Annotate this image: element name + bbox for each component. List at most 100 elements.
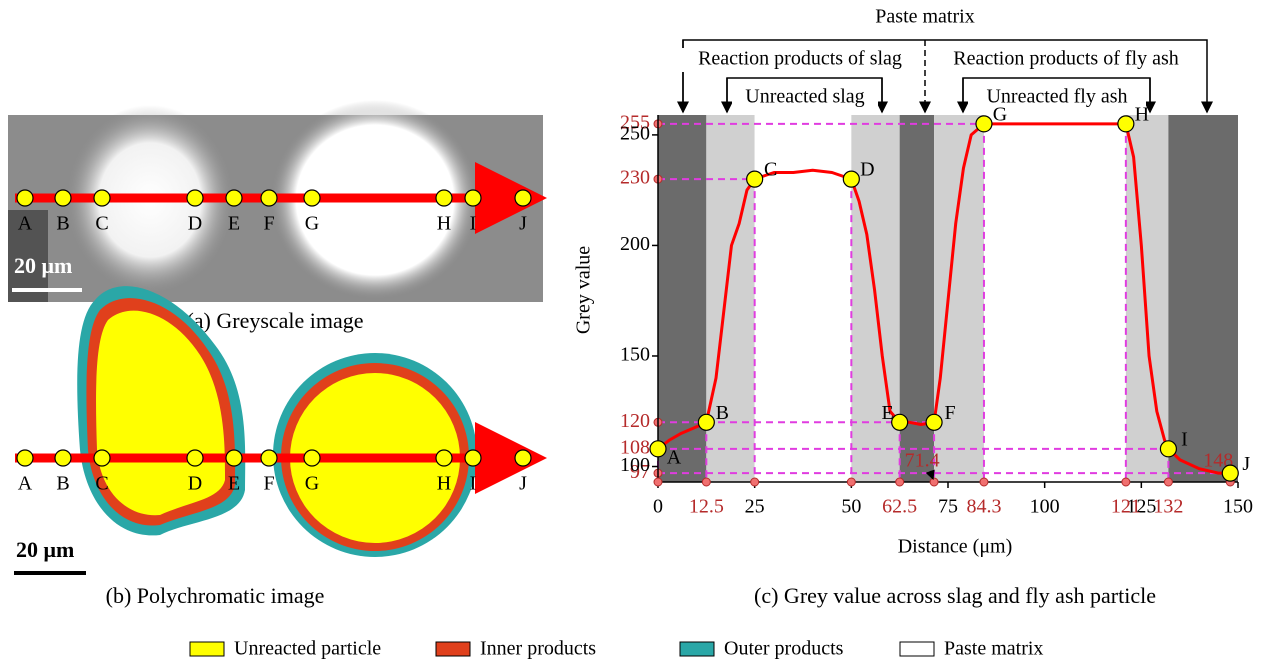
point-label: G xyxy=(305,213,319,235)
scale-bar-label: 20 μm xyxy=(16,537,74,562)
point-label: H xyxy=(437,213,451,235)
point-label: H xyxy=(1135,103,1149,125)
legend-swatch xyxy=(190,642,224,656)
point-marker xyxy=(94,450,110,466)
x-tick-label: 150 xyxy=(1223,496,1253,518)
point-marker xyxy=(1222,465,1238,481)
bracket-label: Paste matrix xyxy=(875,6,974,28)
legend-swatch xyxy=(680,642,714,656)
scale-bar-label: 20 μm xyxy=(14,253,72,278)
point-label: B xyxy=(716,402,729,424)
x-annotation-label: 62.5 xyxy=(882,496,917,518)
point-label: A xyxy=(18,213,33,235)
point-marker xyxy=(94,190,110,206)
figure: 20 μm (a) Greyscale image 20 μm (b) Poly… xyxy=(0,0,1269,666)
point-label: D xyxy=(860,159,874,181)
point-label: B xyxy=(56,213,69,235)
y-tick-label: 100 xyxy=(620,454,650,476)
axis-dot xyxy=(980,478,988,486)
bracket-label: Reaction products of slag xyxy=(698,48,902,70)
point-label: G xyxy=(305,473,319,495)
point-marker xyxy=(17,190,33,206)
y-annotation-label: 120 xyxy=(620,410,650,432)
point-label: J xyxy=(519,473,527,495)
bracket-label: Reaction products of fly ash xyxy=(953,48,1179,70)
x-tick-label: 50 xyxy=(841,496,861,518)
axis-dot xyxy=(1122,478,1130,486)
legend-swatch xyxy=(900,642,934,656)
x-tick-label: 100 xyxy=(1030,496,1060,518)
point-label: E xyxy=(228,213,240,235)
axis-dot xyxy=(1164,478,1172,486)
x-annotation-label: 132 xyxy=(1153,496,1183,518)
point-label: J xyxy=(519,213,527,235)
point-marker xyxy=(304,190,320,206)
region-band xyxy=(1168,115,1238,482)
legend-swatch xyxy=(436,642,470,656)
point-marker xyxy=(226,190,242,206)
point-marker xyxy=(892,414,908,430)
point-label: A xyxy=(667,446,682,468)
point-label: C xyxy=(95,473,108,495)
point-label: J xyxy=(1242,453,1250,475)
point-label: F xyxy=(263,473,274,495)
legend-label: Unreacted particle xyxy=(234,638,381,660)
point-marker xyxy=(843,171,859,187)
bracket-label: Unreacted fly ash xyxy=(986,86,1127,108)
point-marker xyxy=(698,414,714,430)
caption: (b) Polychromatic image xyxy=(106,583,325,608)
point-label: G xyxy=(993,103,1007,125)
point-label: E xyxy=(882,402,894,424)
point-marker xyxy=(261,450,277,466)
point-marker xyxy=(465,190,481,206)
x-annotation-label: 71.4 xyxy=(905,450,940,472)
x-tick-label: 75 xyxy=(938,496,958,518)
region-band xyxy=(934,115,984,482)
point-marker xyxy=(465,450,481,466)
point-label: F xyxy=(945,402,956,424)
point-marker xyxy=(436,450,452,466)
legend-label: Paste matrix xyxy=(944,638,1043,660)
point-marker xyxy=(226,450,242,466)
point-marker xyxy=(515,450,531,466)
point-marker xyxy=(976,116,992,132)
point-label: C xyxy=(95,213,108,235)
x-annotation-label: 12.5 xyxy=(689,496,724,518)
x-tick-label: 0 xyxy=(653,496,663,518)
region-band xyxy=(984,115,1126,482)
axis-dot xyxy=(847,478,855,486)
point-label: D xyxy=(188,473,202,495)
x-annotation-label: 84.3 xyxy=(966,496,1001,518)
point-label: A xyxy=(18,473,33,495)
region-band xyxy=(706,115,754,482)
point-marker xyxy=(1118,116,1134,132)
point-label: I xyxy=(470,473,477,495)
point-marker xyxy=(926,414,942,430)
point-marker xyxy=(304,450,320,466)
point-marker xyxy=(187,450,203,466)
axis-dot xyxy=(751,478,759,486)
axis-dot xyxy=(896,478,904,486)
point-marker xyxy=(261,190,277,206)
point-label: H xyxy=(437,473,451,495)
axis-dot xyxy=(930,478,938,486)
x-tick-label: 25 xyxy=(745,496,765,518)
legend-label: Outer products xyxy=(724,638,844,660)
y-tick-label: 250 xyxy=(620,122,650,144)
point-label: C xyxy=(764,159,777,181)
point-marker xyxy=(650,441,666,457)
point-marker xyxy=(747,171,763,187)
y-axis-label: Grey value xyxy=(573,246,595,334)
y-annotation-label: 230 xyxy=(620,167,650,189)
y-tick-label: 200 xyxy=(620,233,650,255)
point-marker xyxy=(436,190,452,206)
point-label: F xyxy=(263,213,274,235)
point-marker xyxy=(515,190,531,206)
point-marker xyxy=(55,450,71,466)
axis-dot xyxy=(654,478,662,486)
x-annotation-label: 121 xyxy=(1111,496,1141,518)
point-marker xyxy=(1160,441,1176,457)
point-label: D xyxy=(188,213,202,235)
